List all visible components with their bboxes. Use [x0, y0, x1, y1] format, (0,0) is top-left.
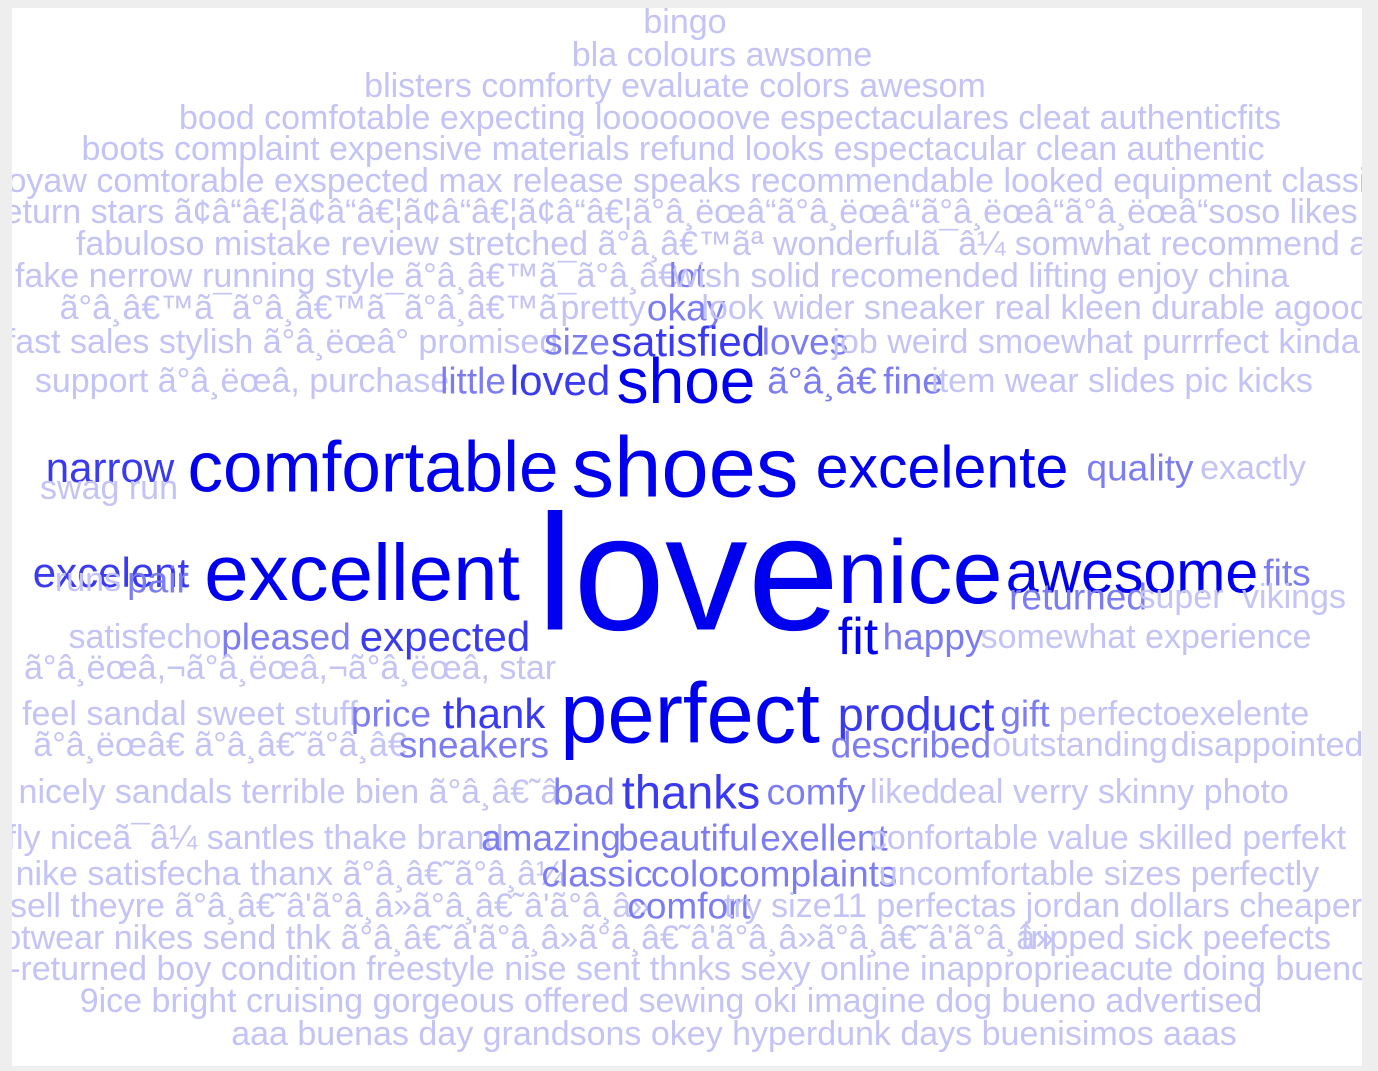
cloud-word: excellent: [204, 528, 520, 617]
cloud-word: nike satisfecha thanx ã°â¸â€˜ã°â¸â¼: [15, 855, 565, 893]
cloud-word: outstanding: [992, 726, 1168, 764]
cloud-word: okay: [646, 287, 726, 329]
cloud-word: nicely sandals terrible bien ã°â¸â€˜â: [18, 773, 560, 811]
cloud-word: bingo: [643, 8, 727, 41]
cloud-word: excelente: [815, 434, 1069, 501]
cloud-word: exelente: [1180, 695, 1310, 733]
cloud-word: fake nerrow running style ã°â¸â€™ã¯ã°â¸â…: [14, 257, 678, 295]
cloud-word: product: [837, 687, 995, 741]
cloud-word: price: [350, 693, 432, 735]
cloud-word: footwear nikes send thk ã°â¸â€˜â'ã°â¸â»ã…: [12, 919, 1055, 957]
cloud-word: disappointed: [1170, 726, 1362, 764]
cloud-word: job weird smoewhat purrrfect kinda: [832, 323, 1360, 361]
cloud-word: deal verry skinny photo: [939, 773, 1289, 811]
cloud-word: exellent: [760, 817, 888, 859]
cloud-word: blisters comforty evaluate colors awesom: [364, 67, 986, 105]
cloud-word: beautiful: [618, 817, 758, 859]
cloud-word: loves: [761, 321, 849, 363]
cloud-word: pleased: [221, 616, 351, 658]
cloud-word: gift: [1000, 693, 1050, 735]
cloud-word: awesome: [1005, 539, 1259, 606]
cloud-word: ã°â¸â€: [767, 360, 877, 402]
cloud-word: quality: [1086, 447, 1194, 489]
cloud-word: satisfied: [610, 318, 766, 365]
cloud-word: thank: [442, 690, 546, 737]
cloud-word: color: [650, 853, 732, 895]
cloud-word: sneakers: [398, 724, 550, 766]
cloud-word: bad: [553, 771, 615, 813]
cloud-word: aaa buenas day grandsons okey hyperdunk …: [231, 1015, 1237, 1053]
cloud-word: love: [536, 480, 840, 665]
cloud-word: amazing: [481, 817, 621, 859]
word-cloud: bingo bla colours awsome blisters comforty…: [12, 8, 1362, 1066]
cloud-word: fabuloso mistake review stretched ã°â¸â€…: [75, 225, 1362, 263]
cloud-word: thanks: [621, 765, 761, 819]
cloud-word: boots complaint expensive materials refu…: [81, 130, 1265, 168]
cloud-word: fit: [837, 608, 879, 666]
cloud-word: comfy: [766, 771, 866, 813]
cloud-word: pair: [127, 559, 189, 601]
cloud-word: expected: [359, 613, 531, 660]
cloud-word: described: [830, 724, 992, 766]
cloud-word: return stars ã¢â“â€¦ã¢â“â€¦ã¢â“â€¦ã¢â“â€…: [12, 193, 1358, 231]
cloud-word: confortable value skilled perfekt: [869, 819, 1347, 857]
cloud-word: somewhat experience: [980, 618, 1312, 656]
cloud-word: comfortable: [187, 428, 559, 508]
cloud-word: look wider sneaker real kleen durable ag…: [701, 289, 1362, 327]
cloud-word: nice: [837, 523, 1003, 623]
cloud-word: -returned boy condition freestyle nise s…: [12, 950, 1362, 988]
cloud-word: shoes: [571, 420, 799, 516]
cloud-word: liked: [870, 773, 940, 811]
cloud-word: feel sandal sweet stuff: [22, 695, 358, 733]
cloud-word: support ã°â¸ëœâ, purchase: [34, 362, 450, 400]
cloud-word: pretty: [560, 289, 646, 327]
cloud-word: swag run: [40, 469, 178, 507]
cloud-word: exactly: [1200, 449, 1306, 487]
cloud-word: bla colours awsome: [571, 36, 873, 74]
cloud-word: tripped sick peefects: [1021, 919, 1331, 957]
cloud-word: classic: [541, 853, 653, 895]
cloud-word: happy: [882, 616, 984, 658]
cloud-word: lot: [669, 257, 705, 295]
cloud-word: runs: [54, 561, 122, 599]
cloud-word: fly niceã¯â¼ santles thake brand: [12, 819, 504, 857]
cloud-word: size: [544, 321, 610, 363]
cloud-word: item wear slides pic kicks: [931, 362, 1313, 400]
cloud-word: fits: [1263, 552, 1311, 594]
cloud-word: booyaw comtorable exspected max release …: [12, 162, 1362, 200]
cloud-word: vikings: [1242, 578, 1346, 616]
cloud-word: fast sales stylish ã°â¸ëœâ° promised: [12, 323, 559, 361]
cloud-word: sell theyre ã°â¸â€˜â'ã°â¸â»ã°â¸â€˜â'ã°â¸…: [12, 887, 651, 925]
cloud-word: shoe: [616, 345, 756, 417]
cloud-word: perfect: [560, 666, 820, 762]
cloud-word: try size11 perfectas jordan dollars chea…: [723, 887, 1362, 925]
cloud-word: perfecto: [1058, 695, 1182, 733]
cloud-word: ã°â¸ëœâ,¬ã°â¸ëœâ,¬ã°â¸ëœâ, star: [23, 649, 557, 687]
cloud-word: satisfecho: [68, 618, 222, 656]
cloud-word: uncomfortable sizes perfectly: [878, 855, 1320, 893]
cloud-word: returned: [1009, 576, 1147, 618]
cloud-word: little: [440, 360, 506, 402]
cloud-word: bood comfotable expecting looooooove esp…: [179, 99, 1281, 137]
cloud-word: comfort: [627, 885, 751, 927]
cloud-word: fine: [883, 360, 943, 402]
cloud-word: ã°â¸â€™ã¯ã°â¸â€™ã¯ã°â¸â€™ã¯: [59, 289, 577, 327]
cloud-word: wish solid recomended lifting enjoy chin…: [672, 257, 1290, 295]
cloud-word: complaints: [720, 853, 898, 895]
cloud-word: ã°â¸ëœâ€ ã°â¸â€˜ã°â¸â€: [33, 726, 407, 764]
cloud-word: super: [1138, 578, 1224, 616]
cloud-word: narrow: [45, 444, 175, 491]
cloud-word: excelent: [32, 549, 190, 596]
cloud-word: loved: [509, 357, 611, 404]
cloud-word: 9ice bright cruising gorgeous offered se…: [79, 982, 1263, 1020]
